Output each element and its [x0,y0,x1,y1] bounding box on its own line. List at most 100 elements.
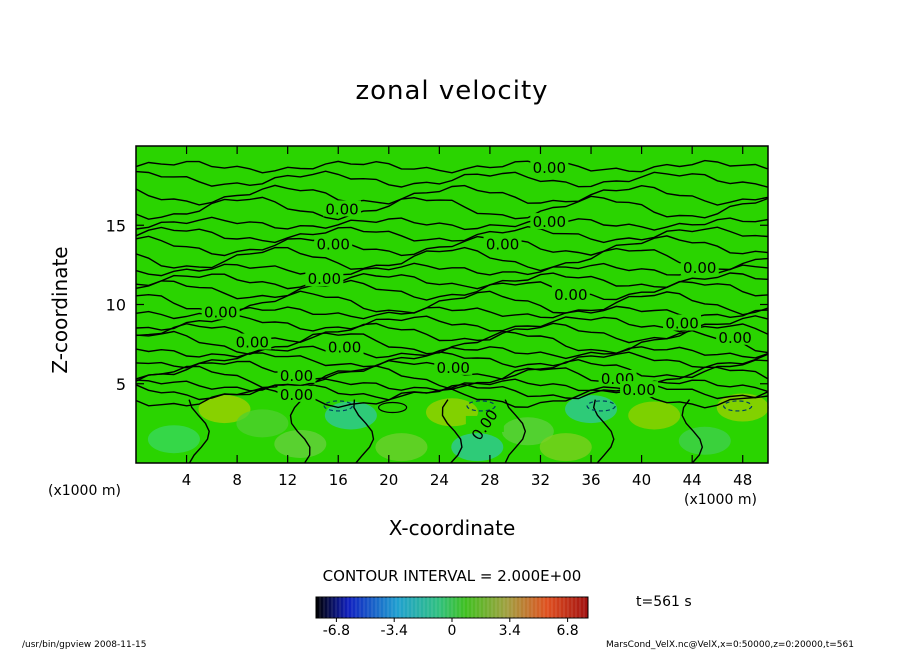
x-tick-label: 44 [683,471,702,489]
contour-label: 0.00 [328,338,361,356]
contour-label-bg [277,385,316,402]
contour-label-bg [314,235,353,252]
y-axis-label: Z-coordinate [48,246,72,374]
contour-line [135,262,769,277]
contour-label: 0.00 [622,381,655,399]
contour-label-bg [530,213,569,230]
field-anomaly [678,426,731,455]
contour-label: 0.00 [308,270,341,288]
time-label: t=561 s [636,594,692,610]
contour-label: 0.00 [280,386,313,404]
chart-title: zonal velocity [355,76,549,106]
contour-line [135,305,769,320]
field-anomaly [198,395,251,424]
contour-line [135,351,769,369]
closed-contour [323,400,353,412]
field-anomaly [375,433,428,462]
colorbar-tick-label: -3.4 [381,623,408,639]
contour-label: 0.00 [533,213,566,231]
contour-label: 0.00 [533,159,566,177]
contour-line [135,279,769,301]
y-tick-label: 15 [106,216,126,235]
x-tick-label: 12 [278,471,297,489]
contour-label-bg [663,314,702,331]
field-anomaly [565,395,618,424]
colorbar: -6.8 -3.4 0 3.4 6.8 [315,596,589,639]
contour-label-bg [323,200,362,217]
contour-label-bg [620,381,659,398]
x-tick-label: 40 [632,471,651,489]
contour-line [135,159,769,174]
contour-line [135,195,769,221]
contour-label-bg [680,259,719,276]
contour-label: 0.00 [236,334,269,352]
colorbar-tick-label: -6.8 [323,623,350,639]
contour-label: 0.00 [280,367,313,385]
colorbar-tick-label: 0 [448,623,457,639]
contour-label: 0.00 [665,315,698,333]
contour-line [504,399,527,464]
y-tick-label: 5 [116,375,126,394]
x-tick-label: 48 [733,471,752,489]
contour-line [135,314,769,333]
contour-line [135,235,769,257]
field-anomaly [628,401,681,430]
contour-line [188,399,210,464]
x-tick-label: 8 [232,471,242,489]
contour-label: 0.00 [486,235,519,253]
plot-area: 0.000.000.000.00 0.000.000.000.000.000.00… [106,145,769,489]
contour-line [135,246,769,272]
colorbar-tick-label: 3.4 [499,623,521,639]
contour-label-bg [305,270,344,287]
closed-contour [377,401,408,414]
closed-contour [723,400,753,412]
contour-label: 0.00 [683,259,716,277]
contour-line [135,184,769,206]
x-unit-right: (x1000 m) [684,492,757,508]
y-tick-label: 10 [106,296,126,315]
x-tick-label: 16 [329,471,348,489]
x-axis-label: X-coordinate [388,516,516,540]
contour-label: 0.00 [204,303,237,321]
contour-label: 0.00 [325,200,358,218]
contour-line [135,216,769,231]
contour-line [681,399,704,464]
x-tick-label: 20 [379,471,398,489]
field-anomaly [147,425,200,454]
footer-left: /usr/bin/gpview 2008-11-15 [22,640,147,650]
x-tick-label: 36 [581,471,600,489]
contour-label-bg [233,333,272,350]
field-anomaly [716,393,769,422]
contour-label-bg [483,235,522,252]
contour-line [353,399,375,464]
contour-line [135,322,769,344]
contour-label-bg [277,366,316,383]
contour-label-bg [325,338,364,355]
contour-line [135,225,769,244]
field-anomaly [539,433,592,462]
field-anomaly [236,409,289,438]
contour-label-bg [530,159,569,176]
contour-label-bg [716,328,755,345]
contour-label: 0.00 [316,235,349,253]
contour-line [289,399,311,464]
contour-label: 0.00 [554,286,587,304]
field-anomaly [501,417,554,446]
contour-label: 0.00 [437,359,470,377]
contour-line [135,383,769,401]
field-anomaly [274,429,327,458]
contour-interval: CONTOUR INTERVAL = 2.000E+00 [322,567,582,585]
field-anomaly [451,433,504,462]
contour-line [135,378,769,393]
contour-line [135,272,769,290]
contour-label: 0.00 [718,329,751,347]
contour-line [135,170,769,188]
x-tick-label: 32 [531,471,550,489]
footer-right: MarsCond_VelX.nc@VelX,x=0:50000,z=0:2000… [606,640,854,650]
field-anomaly [324,401,377,430]
x-tick-label: 24 [430,471,449,489]
colorbar-tick-label: 6.8 [556,623,578,639]
closed-contour [586,400,616,412]
contour-label-bg [551,285,590,302]
